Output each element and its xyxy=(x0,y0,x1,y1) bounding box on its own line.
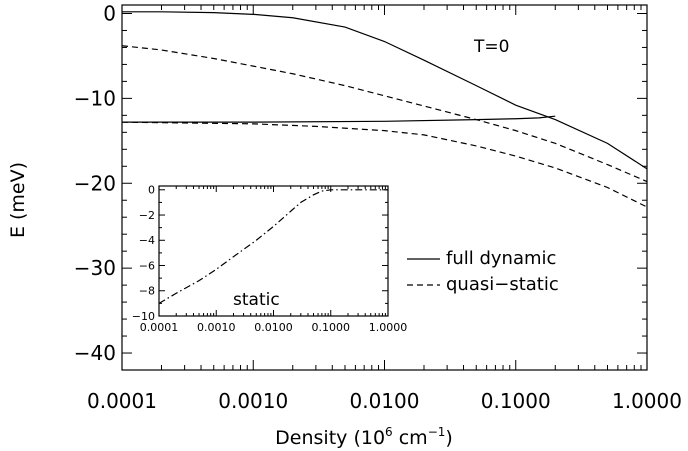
main-xtick-label: 0.0100 xyxy=(350,389,420,413)
inset-series-line-0 xyxy=(158,189,388,304)
x-axis-label: Density (106 cm−1) xyxy=(275,425,453,449)
y-axis-label: E (meV) xyxy=(7,162,29,238)
inset-ytick-label: 0 xyxy=(148,184,155,197)
inset-xtick-label: 0.0010 xyxy=(197,321,236,334)
legend-label-full-dynamic: full dynamic xyxy=(446,248,556,269)
x-axis-label-main: Density (10 xyxy=(275,427,385,449)
main-ytick-label: −20 xyxy=(74,171,116,195)
inset-xtick-label: 1.0000 xyxy=(369,321,408,334)
inset-ticks-group: 0.0001 0.0010 0.0100 0.1000 1.0000 0 −2 −4 −6 −8 −… xyxy=(132,184,407,334)
main-xtick-label: 0.0001 xyxy=(87,389,157,413)
x-axis-label-unit: cm xyxy=(393,427,428,449)
inset-xtick-label: 0.0001 xyxy=(140,321,179,334)
legend-label-quasi-static: quasi−static xyxy=(446,274,559,295)
inset-series-group xyxy=(158,189,388,304)
main-ytick-label: −30 xyxy=(74,256,116,280)
main-series-line-0 xyxy=(122,11,648,170)
inset-ytick-label: −4 xyxy=(139,234,155,247)
inset-xtick-label: 0.0100 xyxy=(254,321,293,334)
x-axis-label-exp2: −1 xyxy=(428,425,446,439)
main-plot: 0.0001 0.0010 0.0100 0.1000 1.00000−10−20−30… xyxy=(7,1,682,449)
inset-ytick-label: −8 xyxy=(139,285,155,298)
main-series-line-1 xyxy=(122,115,556,123)
x-axis-label-exp1: 6 xyxy=(385,425,393,439)
t0-annotation: T=0 xyxy=(473,37,509,57)
inset-ytick-label: −10 xyxy=(132,310,155,323)
inset-plot: 0.0001 0.0010 0.0100 0.1000 1.0000 0 −2 −4 −6 −8 −… xyxy=(132,184,407,334)
inset-ytick-label: −2 xyxy=(139,209,155,222)
legend: full dynamic quasi−static xyxy=(407,248,559,295)
main-ticks-group: 0.0001 0.0010 0.0100 0.1000 1.00000−10−20−30… xyxy=(74,1,682,413)
main-xtick-label: 1.0000 xyxy=(612,389,682,413)
main-series-line-2 xyxy=(121,45,648,183)
x-axis-label-end: ) xyxy=(445,427,452,449)
main-series-line-3 xyxy=(121,121,648,208)
static-annotation: static xyxy=(233,290,280,310)
main-xtick-label: 0.0010 xyxy=(218,389,288,413)
main-xtick-label: 0.1000 xyxy=(481,389,551,413)
main-ytick-label: −10 xyxy=(74,86,116,110)
main-series-group xyxy=(121,11,648,208)
inset-ytick-label: −6 xyxy=(139,259,155,272)
main-ytick-label: 0 xyxy=(103,1,116,25)
main-ytick-label: −40 xyxy=(74,341,116,365)
inset-xtick-label: 0.1000 xyxy=(312,321,351,334)
